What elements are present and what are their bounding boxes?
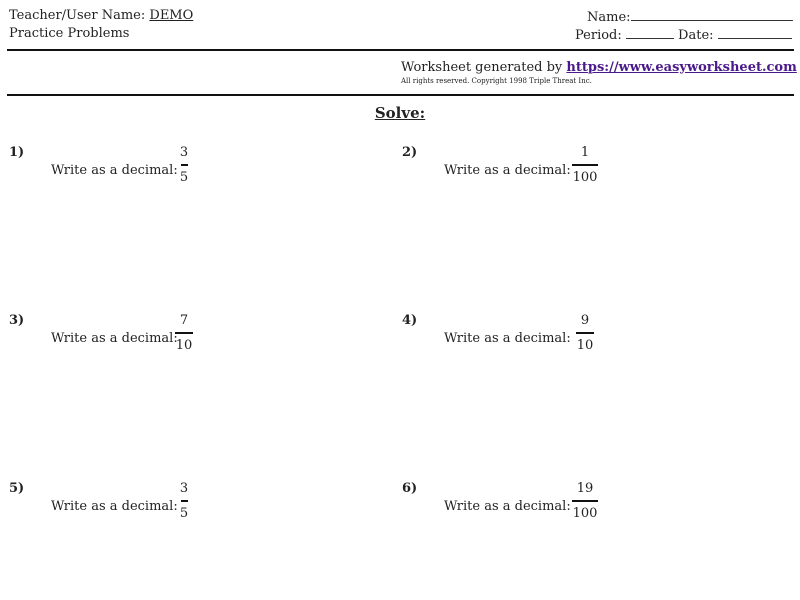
fraction-bar bbox=[180, 164, 188, 166]
fraction-bar bbox=[175, 332, 193, 334]
denominator: 5 bbox=[179, 506, 189, 521]
problem-number: 3) bbox=[9, 313, 25, 328]
numerator: 1 bbox=[580, 145, 590, 160]
problem-prompt: Write as a decimal: bbox=[444, 499, 571, 514]
period-label: Period: bbox=[575, 28, 622, 43]
title-text: Solve: bbox=[374, 104, 426, 122]
problem-number: 1) bbox=[9, 145, 25, 160]
fraction: 3 5 bbox=[164, 481, 204, 521]
teacher-label: Teacher/User Name: bbox=[9, 8, 146, 23]
denominator: 10 bbox=[175, 338, 193, 353]
fraction: 3 5 bbox=[164, 145, 204, 185]
fraction: 7 10 bbox=[164, 313, 204, 353]
denominator: 10 bbox=[576, 338, 594, 353]
denominator: 5 bbox=[179, 170, 189, 185]
problem-number: 5) bbox=[9, 481, 25, 496]
numerator: 3 bbox=[179, 145, 189, 160]
numerator: 9 bbox=[580, 313, 590, 328]
date-label: Date: bbox=[678, 28, 714, 43]
fraction: 9 10 bbox=[565, 313, 605, 353]
problem-prompt: Write as a decimal: bbox=[444, 163, 571, 178]
teacher-name: Teacher/User Name: DEMO bbox=[9, 8, 193, 23]
problem-number: 6) bbox=[402, 481, 418, 496]
student-name-field[interactable]: Name: bbox=[587, 8, 793, 25]
subtitle: Practice Problems bbox=[9, 26, 130, 41]
numerator: 7 bbox=[179, 313, 189, 328]
divider bbox=[7, 94, 794, 96]
problem-prompt: Write as a decimal: bbox=[51, 499, 178, 514]
page-title: Solve: bbox=[0, 104, 800, 122]
numerator: 3 bbox=[179, 481, 189, 496]
numerator: 19 bbox=[576, 481, 594, 496]
problem-number: 4) bbox=[402, 313, 418, 328]
website-link[interactable]: https://www.easyworksheet.com bbox=[566, 60, 797, 75]
credit-text: Worksheet generated by bbox=[401, 60, 563, 75]
problem-prompt: Write as a decimal: bbox=[51, 331, 178, 346]
copyright: All rights reserved. Copyright 1998 Trip… bbox=[401, 77, 592, 85]
problem-prompt: Write as a decimal: bbox=[444, 331, 571, 346]
fraction-bar bbox=[180, 500, 188, 502]
fraction-bar bbox=[572, 164, 598, 166]
denominator: 100 bbox=[572, 170, 598, 185]
fraction: 1 100 bbox=[565, 145, 605, 185]
credit: Worksheet generated by https://www.easyw… bbox=[401, 60, 797, 75]
fraction-bar bbox=[572, 500, 598, 502]
period-date-fields[interactable]: Period: Date: bbox=[575, 26, 792, 43]
divider bbox=[7, 49, 794, 51]
fraction: 19 100 bbox=[565, 481, 605, 521]
problem-prompt: Write as a decimal: bbox=[51, 163, 178, 178]
denominator: 100 bbox=[572, 506, 598, 521]
fraction-bar bbox=[576, 332, 594, 334]
problem-number: 2) bbox=[402, 145, 418, 160]
teacher-value: DEMO bbox=[149, 8, 194, 23]
name-label: Name: bbox=[587, 10, 631, 25]
